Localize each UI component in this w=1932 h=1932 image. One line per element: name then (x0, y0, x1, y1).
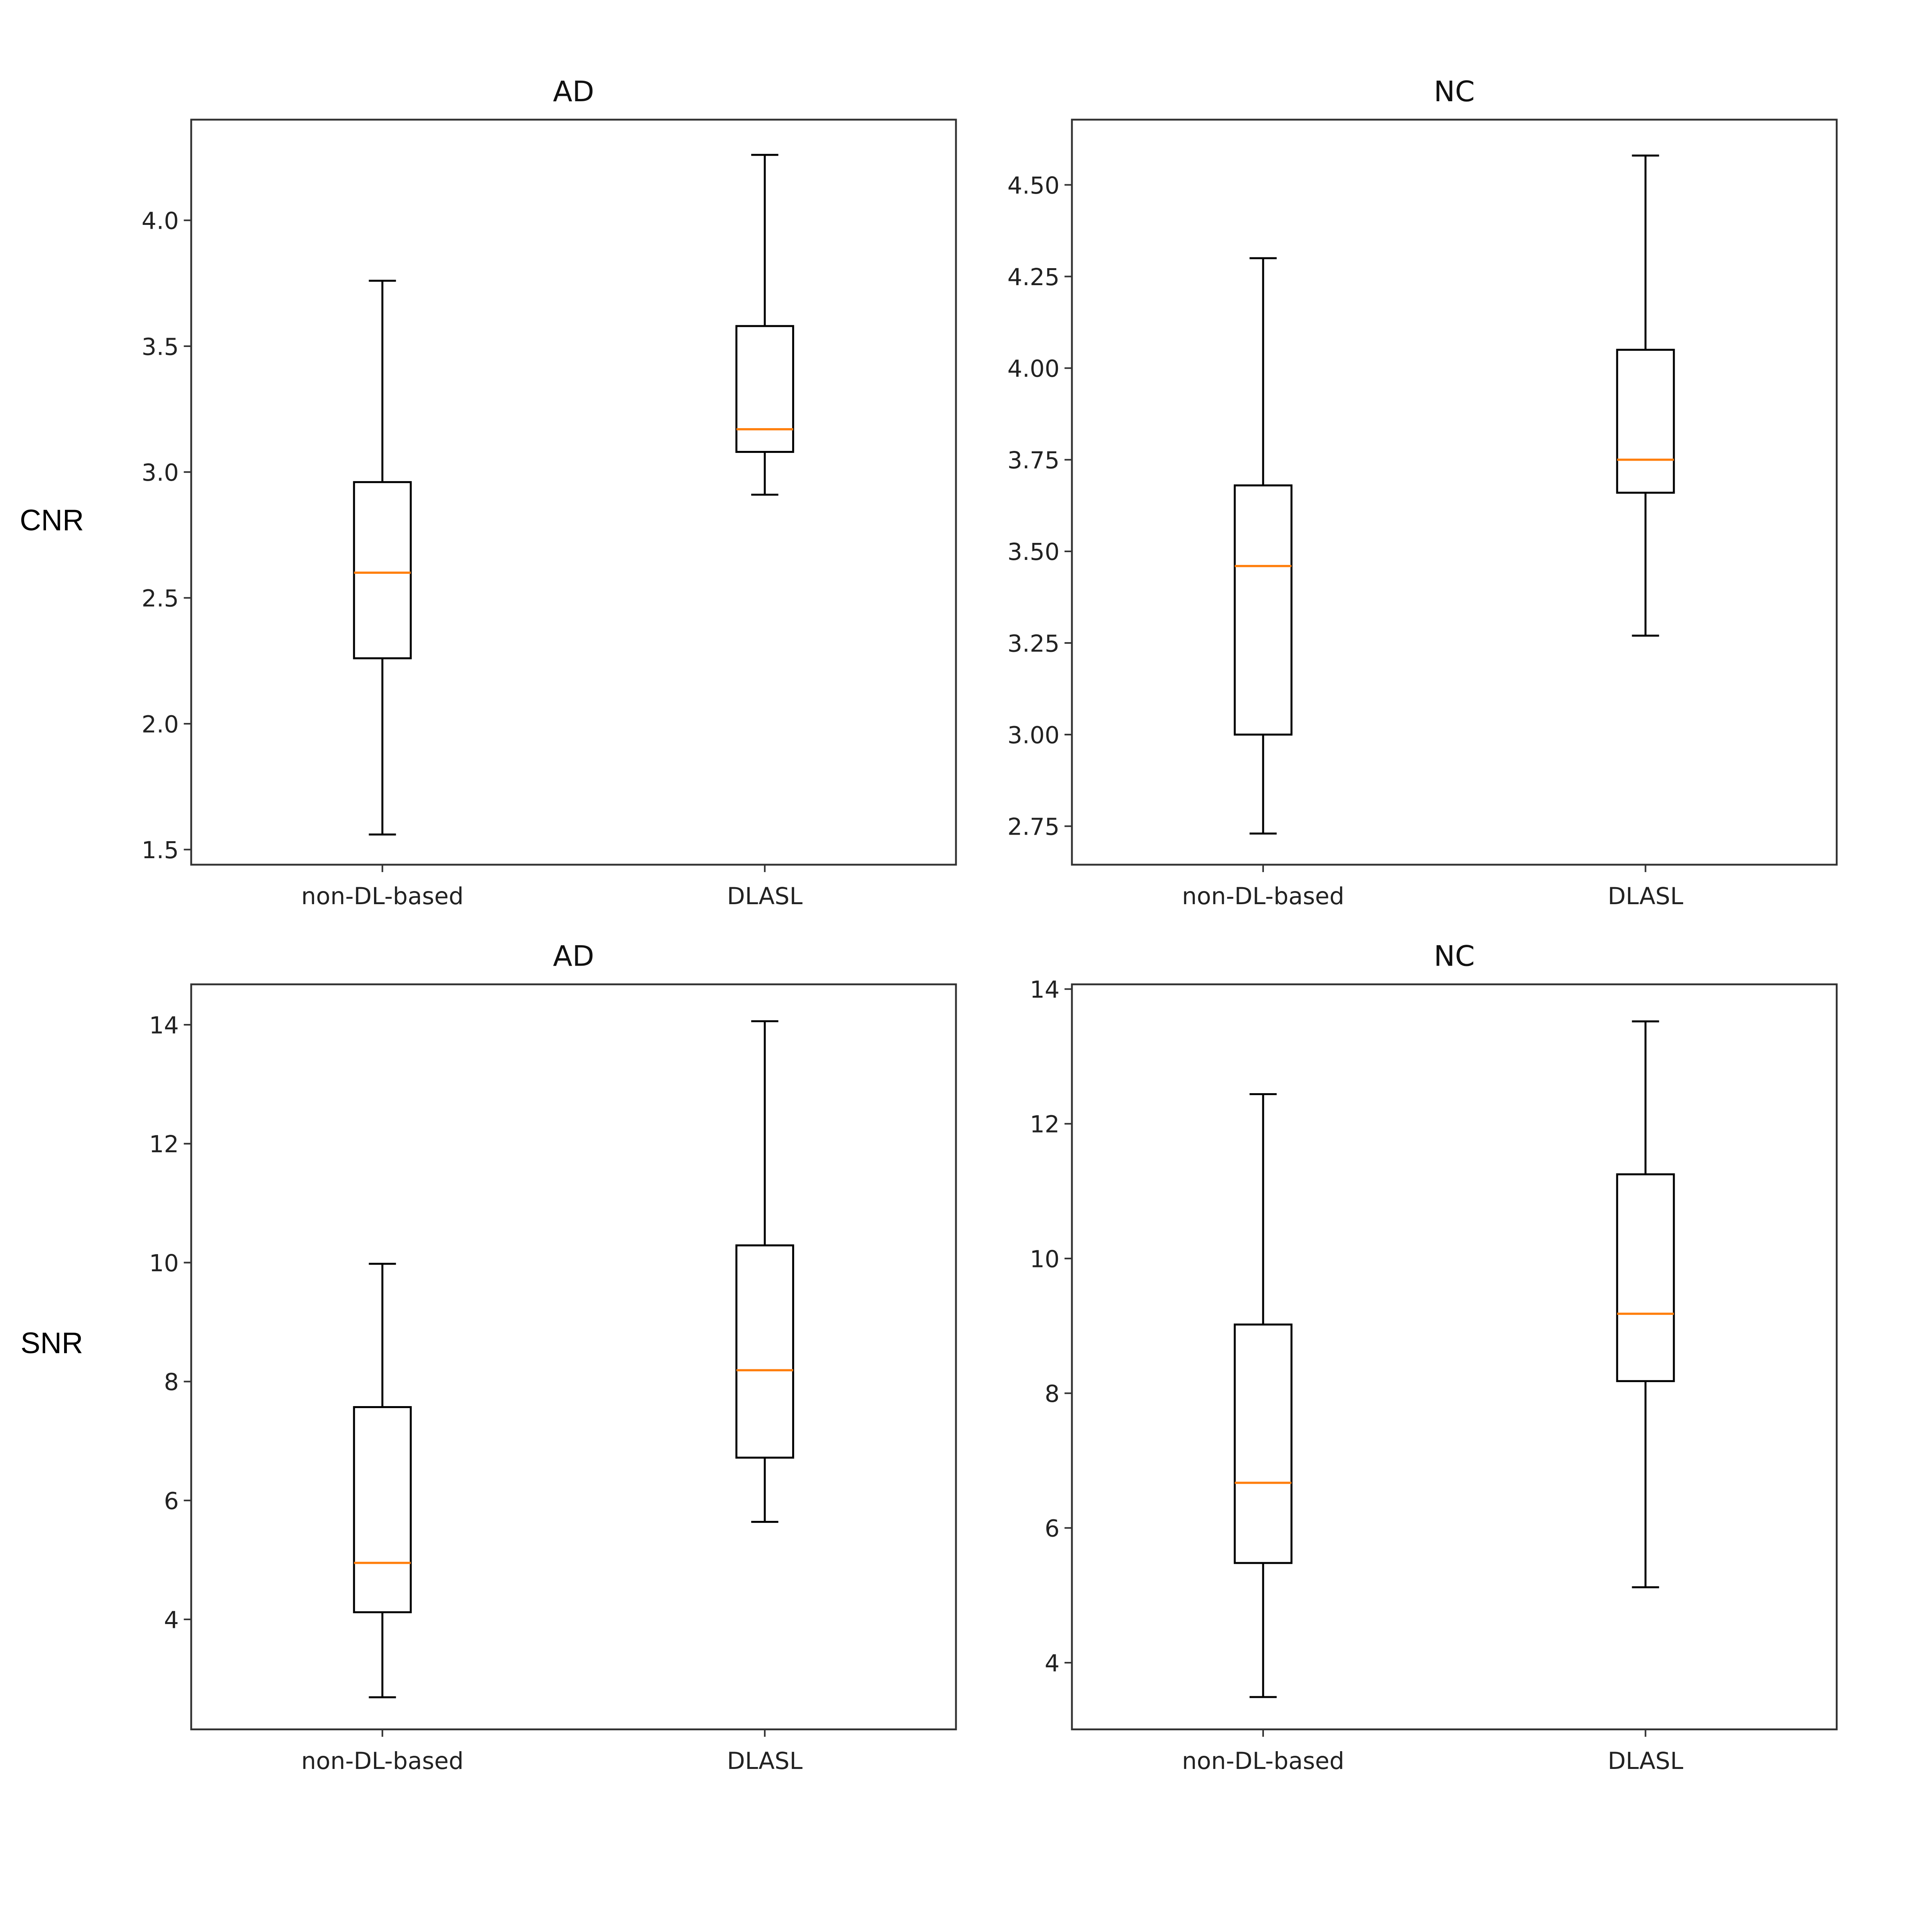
iqr-box (735, 325, 794, 453)
x-tick-label: DLASL (1608, 883, 1684, 910)
subplot-1: NC 2.75 3.00 3.25 3.50 3.75 4.00 4.25 4.50 non-DL… (1007, 75, 1838, 910)
iqr-box (353, 481, 412, 660)
subplot-title: AD (553, 75, 594, 108)
y-tick-label: 4.0 (141, 208, 179, 235)
subplot-2: AD SNR 4 6 8 10 12 14 non-DL-based DLASL (20, 940, 957, 1775)
y-tick-label: 8 (164, 1369, 179, 1396)
y-tick-label: 6 (1045, 1515, 1060, 1543)
x-tick-label: non-DL-based (1182, 883, 1344, 910)
y-tick-label: 3.50 (1007, 539, 1060, 566)
row-label: CNR (20, 504, 84, 537)
y-tick-label: 10 (1030, 1246, 1060, 1273)
y-tick-label: 2.75 (1007, 814, 1060, 841)
y-tick-label: 2.0 (141, 711, 179, 738)
y-tick-label: 14 (149, 1012, 179, 1039)
subplot-title: AD (553, 940, 594, 973)
plot-frame (1071, 983, 1838, 1731)
subplot-3: NC 4 6 8 10 12 14 non-DL-based DLASL (1030, 940, 1838, 1775)
iqr-box (735, 1244, 794, 1459)
x-tick-label: non-DL-based (301, 1748, 464, 1775)
box-0 (353, 1263, 412, 1699)
subplot-0: AD CNR 1.5 2.0 2.5 3.0 3.5 4.0 non-DL-based DLASL (20, 75, 957, 910)
x-tick-label: non-DL-based (1182, 1748, 1344, 1775)
y-tick-label: 4.25 (1007, 264, 1060, 291)
box-0 (1233, 1093, 1293, 1698)
box-0 (353, 279, 412, 836)
box-0 (1233, 257, 1293, 835)
y-tick-label: 3.00 (1007, 722, 1060, 749)
y-tick-label: 8 (1045, 1381, 1060, 1408)
plot-frame (190, 119, 957, 866)
subplot-title: NC (1434, 75, 1475, 108)
boxplot-figure: AD CNR 1.5 2.0 2.5 3.0 3.5 4.0 non-DL-based DLASL… (20, 75, 1838, 1775)
y-tick-label: 12 (149, 1131, 179, 1158)
y-tick-label: 4.50 (1007, 172, 1060, 199)
box-1 (1616, 1020, 1675, 1588)
plot-frame (190, 983, 957, 1731)
y-tick-label: 14 (1030, 976, 1060, 1003)
iqr-box (1616, 349, 1675, 494)
x-tick-label: non-DL-based (301, 883, 464, 910)
y-tick-label: 2.5 (141, 585, 179, 612)
box-1 (1616, 155, 1675, 637)
x-tick-label: DLASL (727, 883, 803, 910)
y-tick-label: 1.5 (141, 837, 179, 864)
y-tick-label: 12 (1030, 1111, 1060, 1138)
y-tick-label: 4.00 (1007, 355, 1060, 383)
y-tick-label: 3.5 (141, 333, 179, 361)
y-tick-label: 3.25 (1007, 630, 1060, 657)
iqr-box (1233, 484, 1293, 736)
y-tick-label: 3.75 (1007, 447, 1060, 474)
y-tick-label: 6 (164, 1488, 179, 1515)
y-tick-label: 4 (1045, 1650, 1060, 1677)
iqr-box (353, 1406, 412, 1614)
plot-frame (1071, 119, 1838, 866)
x-tick-label: DLASL (727, 1748, 803, 1775)
y-tick-label: 4 (164, 1607, 179, 1634)
iqr-box (1616, 1173, 1675, 1382)
row-label: SNR (20, 1327, 83, 1360)
box-1 (735, 154, 794, 496)
subplot-title: NC (1434, 940, 1475, 973)
x-tick-label: DLASL (1608, 1748, 1684, 1775)
y-tick-label: 10 (149, 1250, 179, 1277)
iqr-box (1233, 1323, 1293, 1564)
y-tick-label: 3.0 (141, 459, 179, 486)
box-1 (735, 1020, 794, 1523)
